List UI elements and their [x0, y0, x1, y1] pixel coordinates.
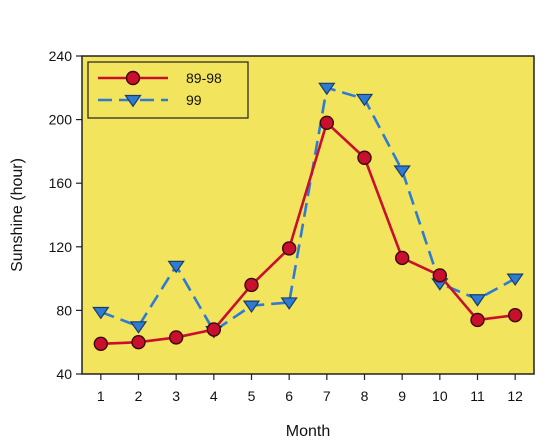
y-axis-label: Sunshine (hour): [9, 158, 26, 272]
legend-label: 89-98: [186, 70, 222, 86]
data-point: [242, 300, 261, 314]
data-point: [129, 321, 148, 334]
data-point: [355, 93, 374, 107]
x-tick-label: 8: [361, 388, 369, 404]
y-tick-label: 120: [49, 239, 73, 255]
data-point: [168, 330, 184, 345]
data-point: [506, 273, 524, 287]
x-tick-label: 10: [432, 388, 448, 404]
x-tick-label: 9: [398, 388, 406, 404]
y-tick-label: 80: [56, 302, 72, 318]
data-point: [468, 294, 487, 307]
x-tick-label: 2: [135, 388, 143, 404]
legend-marker: [125, 70, 141, 86]
data-point: [93, 336, 109, 351]
legend-items: 89-98 99: [98, 70, 222, 108]
legend-marker: [124, 94, 142, 108]
series-line: [100, 86, 516, 333]
data-point: [357, 150, 372, 165]
x-tick-label: 5: [248, 388, 256, 404]
data-point: [131, 335, 146, 350]
y-tick-label: 40: [56, 366, 72, 382]
data-point: [280, 297, 298, 310]
x-tick-label: 6: [285, 388, 293, 404]
data-point: [167, 260, 185, 274]
data-point: [318, 82, 336, 96]
y-tick-label: 200: [49, 112, 73, 128]
data-point: [394, 250, 410, 266]
data-point: [507, 307, 523, 323]
data-point: [393, 165, 411, 178]
x-axis-ticks: 1 2 3 4 5 6 7 8 9 10 11 12: [97, 374, 523, 404]
x-tick-label: 4: [210, 388, 218, 404]
x-axis-label: Month: [286, 423, 330, 440]
legend-box: [87, 61, 249, 119]
data-point: [470, 312, 485, 328]
x-tick-label: 7: [323, 388, 331, 404]
series-1: [93, 115, 523, 351]
data-point: [92, 306, 110, 320]
data-point: [319, 115, 335, 130]
legend-item: 89-98: [98, 70, 222, 86]
series-layer: [92, 82, 524, 351]
x-tick-label: 11: [470, 388, 485, 404]
y-tick-label: 160: [49, 175, 73, 191]
data-point: [281, 241, 297, 256]
legend-label: 99: [186, 92, 202, 108]
data-point: [432, 268, 448, 283]
x-tick-label: 12: [507, 388, 523, 404]
x-tick-label: 3: [172, 388, 180, 404]
y-tick-label: 240: [49, 48, 73, 64]
y-axis-ticks: 40 80 120 160 200 240: [49, 48, 82, 382]
data-point: [244, 277, 259, 293]
legend: 89-98 99: [87, 61, 249, 119]
x-tick-label: 1: [97, 388, 105, 404]
legend-item: 99: [98, 92, 202, 108]
data-point: [206, 322, 222, 337]
